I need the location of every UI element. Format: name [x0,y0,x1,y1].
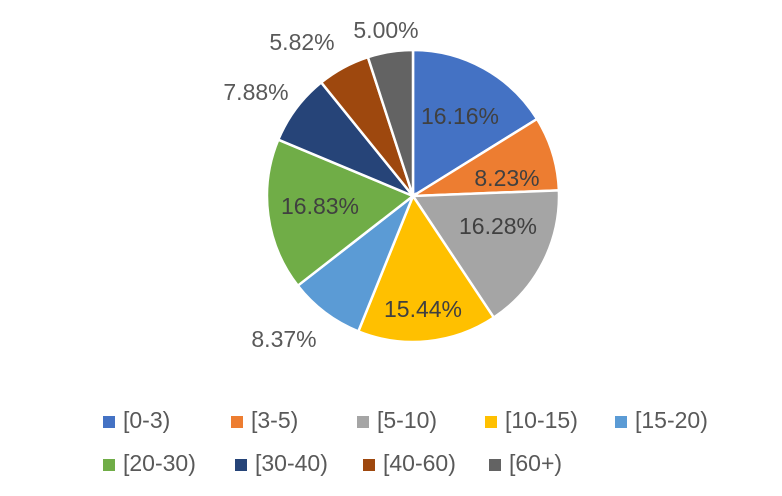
legend-label: [0-3) [123,407,170,433]
pie-data-labels: 16.16% 8.23% 16.28% 15.44% 8.37% 16.83% 7.88% 5… [223,17,539,352]
legend-swatch [485,416,497,428]
legend-label: [3-5) [251,407,298,433]
slice-percent-label: 8.23% [474,165,539,191]
legend-item: [3-5) [231,407,298,433]
legend-item: [20-30) [103,450,196,476]
legend-item: [40-60) [363,450,456,476]
slice-percent-label: 7.88% [223,79,288,105]
legend-item: [30-40) [235,450,328,476]
slice-percent-label: 16.28% [459,213,537,239]
legend-label: [20-30) [123,450,196,476]
chart-legend: [0-3) [3-5) [5-10) [10-15) [15-20) [20-30) [30… [103,407,708,476]
legend-label: [10-15) [505,407,578,433]
legend-item: [10-15) [485,407,578,433]
slice-percent-label: 16.16% [421,103,499,129]
pie-slice [411,48,539,199]
legend-swatch [103,459,115,471]
slice-percent-label: 5.82% [269,29,334,55]
legend-item: [60+) [489,450,562,476]
legend-swatch [615,416,627,428]
legend-item: [15-20) [615,407,708,433]
pie-slices [265,48,561,344]
slice-percent-label: 16.83% [281,193,359,219]
legend-item: [0-3) [103,407,170,433]
legend-label: [60+) [509,450,562,476]
legend-swatch [231,416,243,428]
legend-label: [5-10) [377,407,437,433]
pie-slice [410,189,561,320]
pie-slice [356,193,496,344]
legend-label: [40-60) [383,450,456,476]
slice-percent-label: 15.44% [384,296,462,322]
legend-swatch [235,459,247,471]
legend-label: [15-20) [635,407,708,433]
slice-percent-label: 8.37% [251,326,316,352]
legend-swatch [489,459,501,471]
pie-slice [265,138,416,288]
slice-percent-label: 5.00% [353,17,418,43]
legend-swatch [357,416,369,428]
legend-swatch [103,416,115,428]
pie-slice [366,48,415,197]
legend-swatch [363,459,375,471]
legend-label: [30-40) [255,450,328,476]
legend-item: [5-10) [357,407,437,433]
